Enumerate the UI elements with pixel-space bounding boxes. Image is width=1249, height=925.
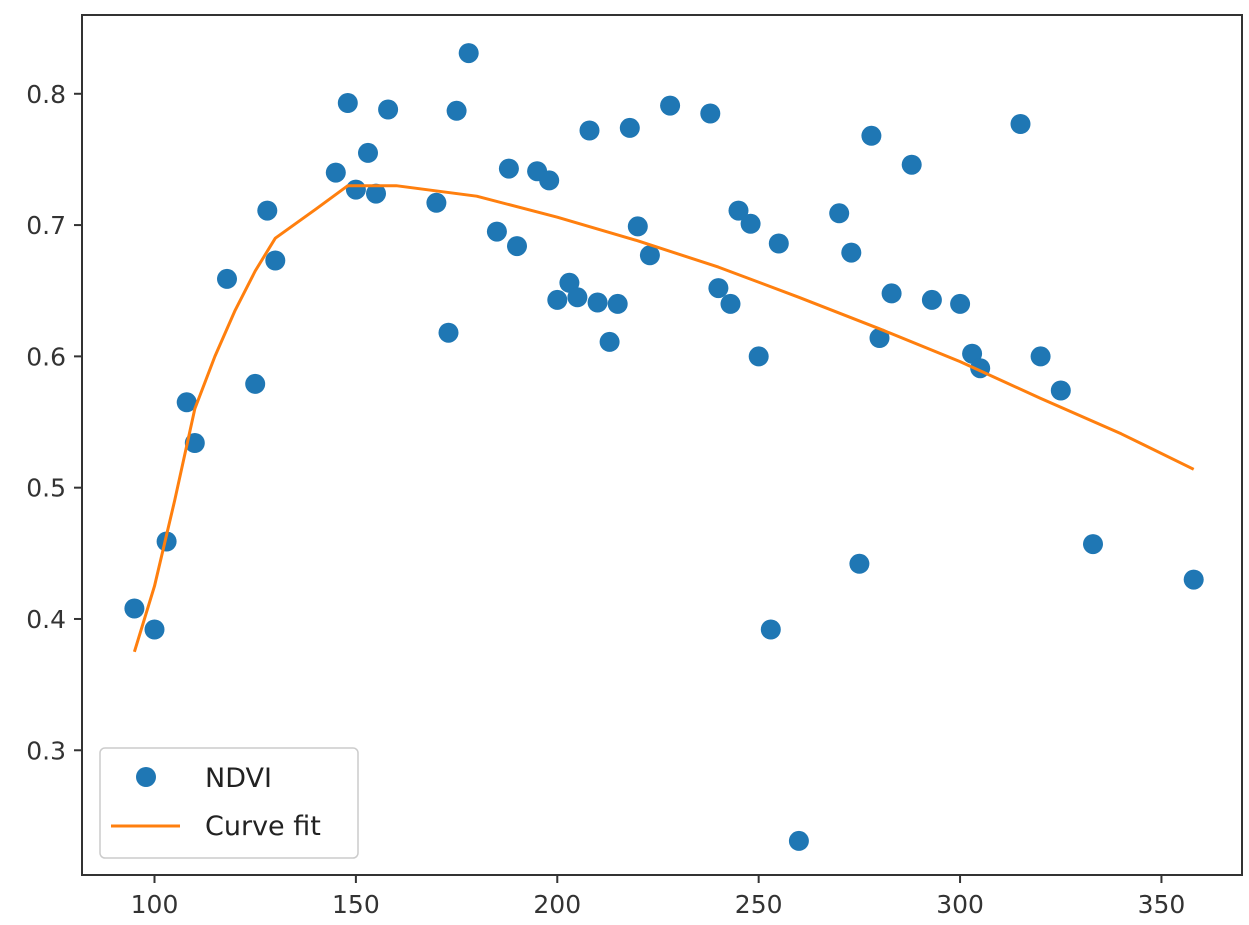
ndvi-point xyxy=(660,95,681,116)
ndvi-point xyxy=(760,619,781,640)
ndvi-point xyxy=(539,170,560,191)
ndvi-point xyxy=(768,233,789,254)
ndvi-point xyxy=(1050,380,1071,401)
legend-label-ndvi: NDVI xyxy=(205,763,272,794)
plot-area xyxy=(82,15,1242,875)
ndvi-point xyxy=(358,142,378,163)
ndvi-point xyxy=(438,322,459,343)
x-tick-label: 150 xyxy=(332,890,380,919)
ndvi-point xyxy=(700,103,721,124)
ndvi-point xyxy=(547,289,568,310)
plot-frame xyxy=(81,14,1243,876)
y-tick-label: 0.8 xyxy=(26,80,66,109)
ndvi-point xyxy=(217,268,237,289)
x-tick-label: 300 xyxy=(936,890,984,919)
y-tick-label: 0.5 xyxy=(26,474,66,503)
ndvi-point xyxy=(740,213,761,234)
ndvi-point xyxy=(337,93,358,113)
ndvi-point xyxy=(1030,346,1051,367)
ndvi-point xyxy=(708,278,729,299)
curve-fit-line xyxy=(132,184,1195,653)
ndvi-point xyxy=(901,154,922,175)
x-tick-label: 350 xyxy=(1138,890,1186,919)
legend-label-curve-fit: Curve fit xyxy=(205,811,321,842)
ndvi-point xyxy=(124,598,145,619)
ndvi-point xyxy=(720,293,741,314)
ndvi-point xyxy=(849,553,870,574)
ndvi-point xyxy=(829,203,850,224)
legend: NDVI Curve fit xyxy=(99,747,359,859)
ndvi-point xyxy=(257,200,278,221)
ndvi-point xyxy=(458,43,479,64)
ndvi-point xyxy=(869,328,890,348)
ndvi-point xyxy=(245,373,266,394)
ndvi-point xyxy=(748,346,769,367)
ndvi-point xyxy=(144,619,165,640)
ndvi-point xyxy=(507,236,527,257)
ndvi-point xyxy=(728,200,749,221)
y-tick-label: 0.4 xyxy=(26,605,66,634)
ndvi-point xyxy=(921,289,942,310)
ndvi-point xyxy=(599,331,620,352)
ndvi-point xyxy=(1010,114,1031,134)
ndvi-point xyxy=(486,221,507,242)
ndvi-point xyxy=(881,283,902,304)
y-tick-label: 0.7 xyxy=(26,211,66,240)
ndvi-point xyxy=(587,292,608,313)
ndvi-point xyxy=(1183,569,1204,590)
legend-marker-ndvi xyxy=(136,767,156,787)
ndvi-point xyxy=(639,245,660,266)
ndvi-point xyxy=(788,830,809,851)
series-layer xyxy=(124,43,1204,851)
ndvi-point xyxy=(156,531,177,552)
ndvi-point xyxy=(446,100,467,121)
ndvi-point xyxy=(345,179,366,200)
ndvi-point xyxy=(607,293,628,314)
ndvi-point xyxy=(176,392,197,413)
x-tick-label: 250 xyxy=(735,890,783,919)
ndvi-point xyxy=(426,192,447,213)
legend-box xyxy=(99,747,359,859)
ndvi-point xyxy=(579,120,600,141)
ndvi-point xyxy=(325,162,346,183)
ndvi-point xyxy=(1083,534,1103,555)
y-tick-label: 0.6 xyxy=(26,342,66,371)
ndvi-point xyxy=(378,99,399,120)
x-tick-label: 100 xyxy=(131,890,179,919)
y-tick-label: 0.3 xyxy=(26,736,66,765)
ndvi-point xyxy=(627,216,648,237)
ndvi-point xyxy=(366,183,386,204)
axis-ticks: 100 150 200 250 300 350 0.3 0.4 0.5 0.6 0.7 0.8 xyxy=(26,80,1185,919)
ndvi-point xyxy=(567,287,588,308)
ndvi-point xyxy=(841,242,862,263)
ndvi-point xyxy=(619,117,640,138)
ndvi-point xyxy=(950,293,971,314)
x-tick-label: 200 xyxy=(533,890,581,919)
ndvi-point xyxy=(498,158,519,179)
ndvi-point xyxy=(861,125,882,146)
ndvi-point xyxy=(265,250,286,271)
